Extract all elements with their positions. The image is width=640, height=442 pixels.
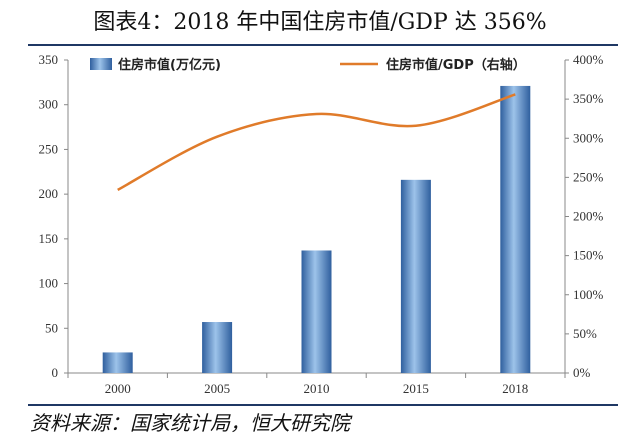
gdp-ratio-line <box>117 93 516 191</box>
x-tick-label: 2010 <box>304 381 330 396</box>
chart-title: 图表4：2018 年中国住房市值/GDP 达 356% <box>93 10 547 35</box>
bar-2000 <box>102 352 133 373</box>
x-tick-label: 2000 <box>105 381 131 396</box>
x-tick-label: 2015 <box>403 381 429 396</box>
right-tick-label: 400% <box>573 52 604 67</box>
legend-bar-label: 住房市值(万亿元) <box>118 57 221 73</box>
bar-2010 <box>301 250 332 373</box>
legend-line-label: 住房市值/GDP（右轴） <box>386 57 526 73</box>
x-tick-label: 2018 <box>502 381 528 396</box>
bar-2015 <box>400 179 431 373</box>
left-tick-label: 150 <box>39 231 59 246</box>
left-tick-label: 50 <box>45 320 58 335</box>
right-tick-label: 150% <box>573 248 604 263</box>
right-tick-label: 0% <box>573 365 591 380</box>
right-tick-label: 200% <box>573 209 604 224</box>
right-tick-label: 300% <box>573 130 604 145</box>
right-tick-label: 100% <box>573 287 604 302</box>
source-note: 资料来源：国家统计局，恒大研究院 <box>30 411 350 435</box>
title-top-rule <box>28 44 618 46</box>
legend-bar-swatch <box>90 58 112 70</box>
left-tick-label: 300 <box>39 97 59 112</box>
left-tick-label: 200 <box>39 186 59 201</box>
left-tick-label: 250 <box>39 141 59 156</box>
source-top-rule <box>28 404 618 406</box>
bar-2018 <box>500 85 531 373</box>
left-tick-label: 350 <box>39 52 59 67</box>
x-tick-label: 2005 <box>204 381 230 396</box>
left-tick-label: 0 <box>52 365 59 380</box>
bar-2005 <box>202 322 233 373</box>
right-tick-label: 50% <box>573 326 597 341</box>
left-tick-label: 100 <box>39 276 59 291</box>
right-tick-label: 350% <box>573 91 604 106</box>
right-tick-label: 250% <box>573 169 604 184</box>
